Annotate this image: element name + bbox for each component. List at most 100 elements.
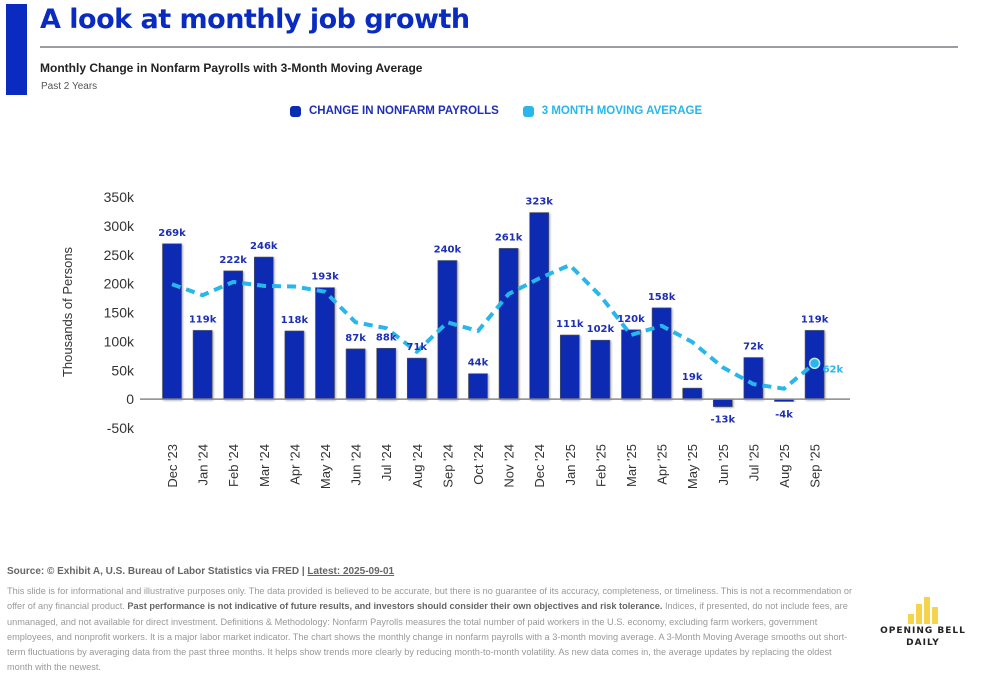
- moving-average-series: 62k: [171, 263, 844, 391]
- legend-item-moving-average: 3 MONTH MOVING AVERAGE: [522, 105, 703, 117]
- bar: [192, 330, 213, 400]
- period-label: Past 2 Years: [41, 81, 98, 92]
- bar: [315, 287, 335, 400]
- y-tick-label: 200k: [104, 276, 135, 292]
- bar-data-label: 193k: [311, 272, 339, 283]
- bar: [559, 334, 580, 400]
- title-divider: [40, 46, 958, 48]
- y-tick-label: 50k: [111, 362, 135, 378]
- opening-bell-logo: OPENING BELL DAILY: [878, 597, 968, 648]
- bar: [743, 357, 764, 400]
- chart-canvas: Thousands of Persons 350k 300k 250k 200k 150…: [60, 189, 850, 489]
- y-tick-label: 350k: [104, 189, 135, 205]
- bar-data-label: 111k: [556, 319, 584, 330]
- x-tick-label: May '24: [318, 444, 333, 489]
- moving-average-end-label: 62k: [823, 364, 844, 375]
- bar-data-label: 323k: [525, 197, 553, 208]
- moving-average-end-point: [808, 357, 821, 370]
- x-tick-label: Apr '24: [287, 444, 302, 485]
- legend-label-payrolls: CHANGE IN NONFARM PAYROLLS: [309, 105, 499, 117]
- x-tick-label: Nov '24: [502, 444, 517, 488]
- legend-label-moving-average: 3 MONTH MOVING AVERAGE: [541, 105, 703, 117]
- bar-data-label: 269k: [158, 228, 186, 239]
- source-text: Source: © Exhibit A, U.S. Bureau of Labo…: [7, 566, 308, 577]
- page-title: A look at monthly job growth: [40, 4, 470, 35]
- y-tick-label: 150k: [104, 305, 135, 321]
- latest-date-link[interactable]: Latest: 2025-09-01: [307, 566, 395, 577]
- bar-data-label: 246k: [250, 241, 278, 252]
- legend-item-payrolls: CHANGE IN NONFARM PAYROLLS: [290, 105, 499, 117]
- bar: [223, 270, 243, 400]
- x-tick-label: Jun '25: [716, 444, 731, 486]
- y-tick-label: 250k: [104, 247, 135, 263]
- disclaimer-bold: Past performance is not indicative of fu…: [127, 601, 663, 612]
- bar: [498, 248, 519, 400]
- bar: [345, 348, 366, 400]
- bar-data-label: -4k: [775, 409, 793, 420]
- source-line: Source: © Exhibit A, U.S. Bureau of Labo…: [7, 566, 394, 577]
- bar-data-label: 119k: [801, 314, 829, 325]
- x-tick-label: Jul '25: [746, 444, 761, 481]
- bar-data-label: 119k: [189, 314, 217, 325]
- bar: [621, 329, 641, 400]
- bar-data-label: 240k: [434, 245, 462, 256]
- x-tick-label: Jun '24: [349, 444, 364, 486]
- bar-data-label: 71k: [407, 342, 428, 353]
- bar-data-label: 222k: [219, 255, 247, 266]
- bar: [468, 373, 488, 400]
- x-tick-label: Apr '25: [655, 444, 670, 485]
- x-tick-label: Feb '24: [226, 444, 241, 487]
- y-tick-label: 300k: [104, 218, 135, 234]
- chart-legend: CHANGE IN NONFARM PAYROLLS 3 MONTH MOVIN…: [290, 105, 718, 117]
- bar-data-label: 44k: [468, 358, 489, 369]
- x-tick-label: Feb '25: [593, 444, 608, 487]
- bar-data-label: 158k: [648, 292, 676, 303]
- chart-subtitle: Monthly Change in Nonfarm Payrolls with …: [40, 61, 423, 75]
- bar: [712, 398, 733, 407]
- x-tick-label: Jan '24: [196, 444, 211, 486]
- bar-data-label: 102k: [587, 324, 615, 335]
- disclaimer: This slide is for informational and illu…: [7, 584, 852, 676]
- y-axis-ticks: 350k 300k 250k 200k 150k 100k 50k 0 -50k: [104, 189, 135, 436]
- logo-bars-icon: [878, 597, 968, 624]
- bar-data-label: 72k: [743, 342, 764, 353]
- bar-data-label: 19k: [682, 372, 703, 383]
- accent-bar: [6, 4, 27, 95]
- x-tick-label: Sep '24: [440, 444, 455, 488]
- bar: [162, 243, 182, 400]
- x-tick-label: Aug '24: [410, 444, 425, 488]
- x-tick-label: Jan '25: [563, 444, 578, 486]
- bar-data-label: 120k: [617, 314, 645, 325]
- x-tick-label: Jul '24: [379, 444, 394, 481]
- x-tick-label: Sep '25: [808, 444, 823, 488]
- bar-data-label: 88k: [376, 332, 397, 343]
- x-tick-label: Mar '25: [624, 444, 639, 487]
- bar-data-label: -13k: [710, 415, 735, 426]
- y-tick-label: -50k: [107, 420, 135, 436]
- x-tick-label: Dec '24: [532, 444, 547, 488]
- y-axis-label: Thousands of Persons: [60, 246, 75, 377]
- x-tick-label: Dec '23: [165, 444, 180, 488]
- legend-swatch-payrolls: [290, 105, 301, 117]
- x-tick-label: Mar '24: [257, 444, 272, 487]
- bar: [376, 348, 397, 400]
- bar: [284, 330, 305, 400]
- bar-data-label: 261k: [495, 232, 523, 243]
- disclaimer-text-2: Indices, if presented, do not include fe…: [7, 601, 848, 673]
- bar: [682, 387, 703, 400]
- logo-text-line2: DAILY: [906, 638, 940, 648]
- logo-text-line1: OPENING BELL: [880, 626, 966, 636]
- x-axis-ticks: Dec '23 Jan '24 Feb '24 Mar '24 Apr '24 May '…: [165, 444, 823, 489]
- legend-swatch-moving-average: [522, 105, 534, 117]
- bar: [651, 307, 672, 400]
- y-tick-label: 0: [126, 391, 134, 407]
- moving-average-line: [171, 263, 816, 391]
- bar-data-label: 118k: [281, 315, 309, 326]
- x-tick-label: Oct '24: [471, 444, 486, 485]
- x-tick-label: Aug '25: [777, 444, 792, 488]
- disclaimer-text-1: This slide is for informational and illu…: [7, 586, 853, 612]
- bar-data-label: 87k: [345, 333, 366, 344]
- bar: [590, 339, 611, 400]
- x-tick-label: May '25: [685, 444, 700, 489]
